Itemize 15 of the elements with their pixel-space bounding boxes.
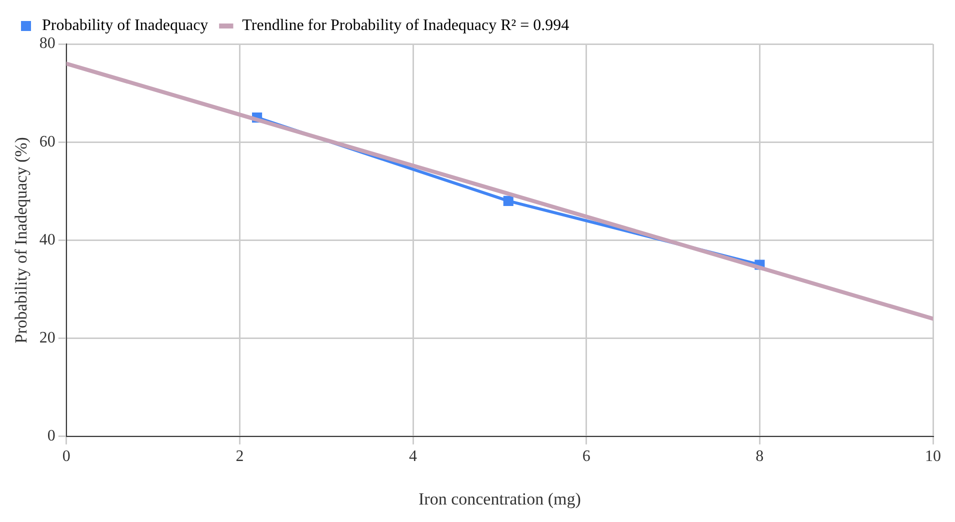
legend-label: Probability of Inadequacy (42, 17, 208, 34)
x-tick-label: 4 (409, 448, 418, 466)
x-tick-label: 10 (925, 448, 941, 466)
y-tick-label: 0 (47, 428, 56, 445)
y-axis-title: Probability of Inadequacy (%) (12, 137, 31, 344)
x-tick-label: 2 (236, 448, 244, 466)
y-tick-label: 60 (39, 133, 56, 150)
y-tick-label: 40 (39, 231, 56, 248)
legend-label: Trendline for Probability of Inadequacy R² = 0.994 (242, 17, 570, 34)
x-tick-label: 8 (756, 448, 764, 466)
y-tick-label: 80 (39, 35, 56, 52)
x-tick-label: 0 (62, 448, 70, 466)
x-axis-title: Iron concentration (mg) (418, 489, 581, 508)
y-tick-label: 20 (39, 330, 56, 347)
x-tick-label: 6 (582, 448, 590, 466)
